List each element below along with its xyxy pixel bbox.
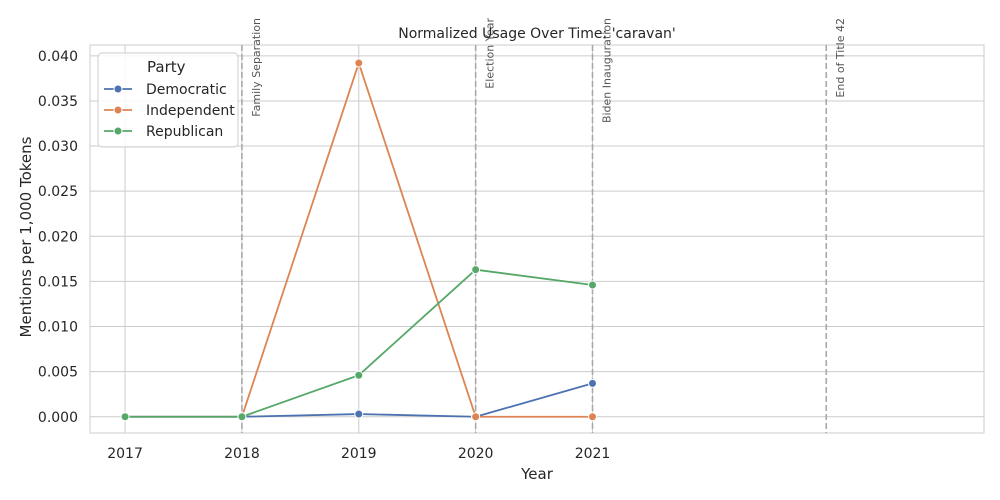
legend-label: Democratic (146, 82, 227, 98)
y-tick-label: 0.010 (38, 320, 78, 336)
legend: Party Democratic Independent Republican (97, 52, 239, 148)
legend-label: Republican (146, 124, 223, 140)
y-tick-label: 0.000 (38, 410, 78, 426)
tick-labels: 0.000 0.005 0.010 0.015 0.020 0.025 0.030 0.035… (38, 49, 610, 462)
x-tick-label: 2018 (224, 446, 260, 462)
chart-title: Normalized Usage Over Time: 'caravan' (398, 26, 676, 42)
x-tick-label: 2019 (341, 446, 377, 462)
data-point (354, 58, 364, 68)
y-tick-label: 0.035 (38, 94, 78, 110)
x-tick-label: 2017 (107, 446, 143, 462)
y-tick-label: 0.025 (38, 184, 78, 200)
y-tick-label: 0.030 (38, 139, 78, 155)
data-point (471, 412, 481, 422)
event-label: End of Title 42 (834, 18, 847, 98)
legend-items: Democratic Independent Republican (104, 82, 235, 140)
legend-swatch-marker (113, 84, 123, 94)
event-label: Election Year (484, 18, 497, 89)
data-point (588, 378, 598, 388)
data-point (471, 265, 481, 275)
data-point (237, 412, 247, 422)
event-label: Biden Inauguration (601, 18, 614, 123)
y-tick-label: 0.005 (38, 365, 78, 381)
legend-swatch-marker (113, 105, 123, 115)
data-point (120, 412, 130, 422)
data-point (588, 280, 598, 290)
y-tick-label: 0.040 (38, 49, 78, 65)
event-lines: Family Separation Election Year Biden Inau… (241, 18, 847, 433)
x-tick-label: 2020 (458, 446, 494, 462)
series (120, 58, 598, 422)
legend-label: Independent (146, 103, 235, 119)
data-point (354, 409, 364, 419)
event-label: Family Separation (250, 18, 263, 117)
y-tick-label: 0.015 (38, 274, 78, 290)
legend-title: Party (147, 58, 186, 76)
legend-swatch-marker (113, 126, 123, 136)
y-axis-label: Mentions per 1,000 Tokens (17, 136, 35, 337)
data-point (588, 412, 598, 422)
x-tick-label: 2021 (575, 446, 611, 462)
y-tick-label: 0.020 (38, 229, 78, 245)
x-axis-label: Year (520, 465, 554, 483)
plot-frame (89, 44, 985, 434)
data-point (354, 370, 364, 380)
legend-box (97, 52, 239, 148)
